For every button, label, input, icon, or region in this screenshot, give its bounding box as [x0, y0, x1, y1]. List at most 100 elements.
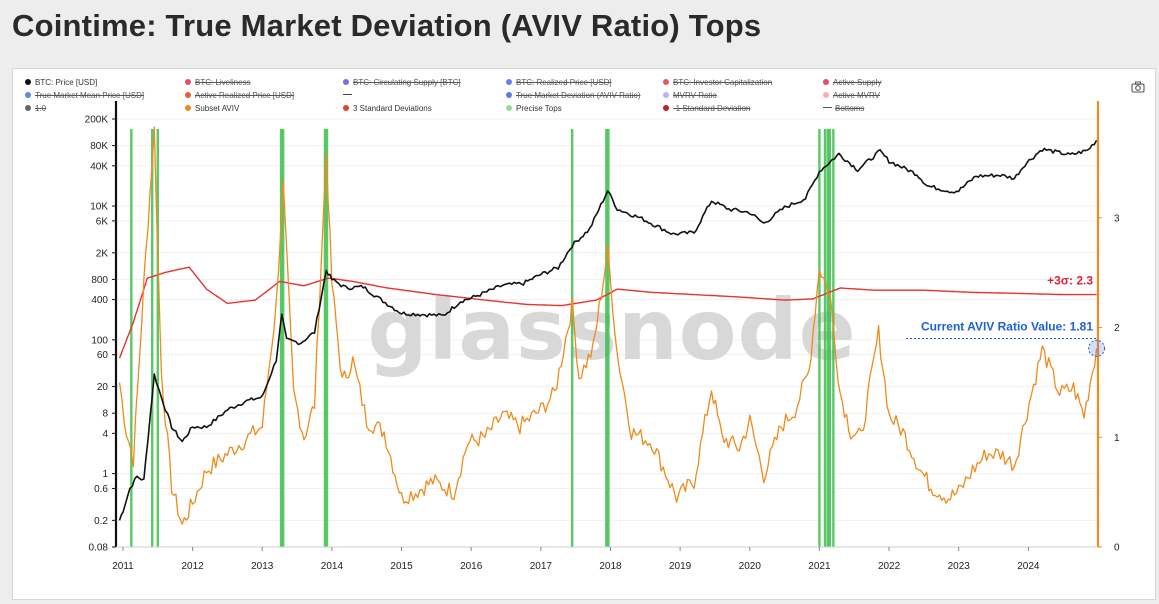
x-tick-label: 2012	[181, 561, 204, 572]
legend-item[interactable]: 3 Standard Deviations	[343, 103, 432, 114]
legend-item[interactable]: BTC: Price [USD]	[25, 77, 97, 88]
camera-icon[interactable]	[1131, 81, 1145, 93]
current-value-annotation: Current AVIV Ratio Value: 1.81	[921, 320, 1093, 334]
legend-item[interactable]: BTC: Circulating Supply [BTC]	[343, 77, 461, 88]
x-tick-label: 2021	[808, 561, 831, 572]
legend-item[interactable]: True Market Deviation (AVIV Ratio)	[506, 90, 640, 101]
precise-top-line	[281, 129, 285, 547]
legend-label: BTC: Investor Capitalization	[673, 78, 773, 87]
legend-item[interactable]: Active Realized Price [USD]	[185, 90, 294, 101]
legend-label: -1 Standard Deviation	[673, 104, 751, 113]
precise-top-line	[279, 129, 283, 547]
precise-top-line	[607, 129, 610, 547]
legend-label: Precise Tops	[516, 104, 562, 113]
legend-label: MVRV Ratio	[673, 91, 717, 100]
y-left-tick-label: 0.6	[94, 484, 108, 495]
precise-top-line	[325, 129, 329, 547]
x-tick-label: 2022	[878, 561, 901, 572]
y-right-tick-label: 0	[1114, 543, 1120, 554]
y-left-tick-label: 80K	[90, 141, 108, 152]
y-left-tick-label: 4	[102, 429, 108, 440]
x-tick-label: 2015	[390, 561, 413, 572]
legend-item[interactable]: MVRV Ratio	[663, 90, 717, 101]
precise-top-line	[828, 129, 832, 547]
aviv-line	[118, 126, 1098, 525]
sigma3-line	[118, 266, 1097, 359]
x-tick-label: 2011	[112, 561, 134, 572]
precise-top-line	[156, 129, 159, 547]
precise-top-line	[130, 129, 133, 547]
y-left-tick-label: 1	[102, 469, 108, 480]
legend-dot-icon	[343, 104, 349, 111]
legend-dot-icon	[506, 91, 512, 98]
y-left-tick-label: 20	[97, 382, 109, 393]
legend-label: Active MVRV	[833, 91, 880, 100]
y-left-tick-label: 200K	[85, 115, 109, 126]
legend-dot-icon	[663, 91, 669, 98]
legend-dot-icon	[185, 91, 191, 98]
y-left-tick-label: 100	[91, 335, 108, 346]
precise-top-line	[823, 129, 827, 547]
legend-dot-icon	[25, 104, 31, 111]
current-value-marker	[1088, 339, 1106, 357]
legend-item[interactable]: BTC: Liveliness	[185, 77, 251, 88]
legend-item[interactable]: -1 Standard Deviation	[663, 103, 750, 114]
y-right-tick-label: 3	[1114, 213, 1120, 224]
precise-top-line	[605, 129, 608, 547]
legend-dot-icon	[25, 78, 31, 85]
legend-label: True Market Mean Price [USD]	[35, 91, 145, 100]
legend-label: BTC: Realized Price [USD]	[516, 78, 612, 87]
legend-dot-icon	[185, 104, 191, 111]
y-right-tick-label: 2	[1114, 323, 1120, 334]
y-left-tick-label: 0.2	[94, 516, 108, 527]
y-left-tick-label: 40K	[90, 161, 108, 172]
precise-top-line	[323, 129, 327, 547]
legend-dot-icon	[506, 78, 512, 85]
x-tick-label: 2024	[1017, 561, 1040, 572]
legend-line-icon	[343, 94, 352, 96]
legend-label: BTC: Price [USD]	[35, 78, 98, 87]
legend-dot-icon	[25, 91, 31, 98]
legend-dot-icon	[663, 78, 669, 85]
chart-card: BTC: Price [USD] BTC: Liveliness BTC: Circ…	[12, 68, 1156, 600]
legend-label: Active Realized Price [USD]	[195, 91, 295, 100]
legend-item[interactable]: 1.0	[25, 103, 46, 114]
legend-label: BTC: Circulating Supply [BTC]	[353, 78, 461, 87]
y-right-tick-label: 1	[1114, 433, 1120, 444]
y-left-tick-label: 6K	[96, 216, 109, 227]
legend-label: Subset AVIV	[195, 104, 240, 113]
legend-label: 1.0	[35, 104, 47, 113]
legend-dot-icon	[185, 78, 191, 85]
y-left-tick-label: 60	[97, 350, 109, 361]
chart-plot: glassnode200K80K40K10K6K2K80040010060208…	[85, 101, 1120, 572]
x-tick-label: 2013	[251, 561, 274, 572]
x-tick-label: 2016	[460, 561, 483, 572]
x-tick-label: 2014	[321, 561, 344, 572]
legend-label: BTC: Liveliness	[195, 78, 251, 87]
x-tick-label: 2023	[948, 561, 971, 572]
legend-line-icon	[823, 107, 832, 109]
x-tick-label: 2020	[739, 561, 762, 572]
precise-top-line	[832, 129, 835, 547]
legend-item[interactable]: Active MVRV	[823, 90, 880, 101]
precise-top-line	[826, 129, 829, 547]
y-left-tick-label: 2K	[96, 248, 109, 259]
legend-dot-icon	[823, 78, 829, 85]
legend-item[interactable]: Subset AVIV	[185, 103, 239, 114]
legend-item[interactable]: Bottoms	[823, 103, 864, 114]
legend-dot-icon	[343, 78, 349, 85]
page-title: Cointime: True Market Deviation (AVIV Ra…	[12, 8, 762, 43]
legend-item[interactable]: Precise Tops	[506, 103, 562, 114]
precise-top-line	[818, 129, 821, 547]
legend-dot-icon	[823, 91, 829, 98]
legend-item[interactable]: True Market Mean Price [USD]	[25, 90, 144, 101]
legend-item[interactable]: BTC: Investor Capitalization	[663, 77, 772, 88]
legend-item[interactable]: Active Supply	[823, 77, 881, 88]
legend-item[interactable]: BTC: Realized Price [USD]	[506, 77, 612, 88]
x-tick-label: 2018	[599, 561, 622, 572]
legend-item[interactable]	[343, 90, 355, 101]
x-tick-label: 2019	[669, 561, 692, 572]
legend-label: Bottoms	[835, 104, 865, 113]
y-left-tick-label: 8	[102, 409, 108, 420]
legend-label: 3 Standard Deviations	[353, 104, 432, 113]
